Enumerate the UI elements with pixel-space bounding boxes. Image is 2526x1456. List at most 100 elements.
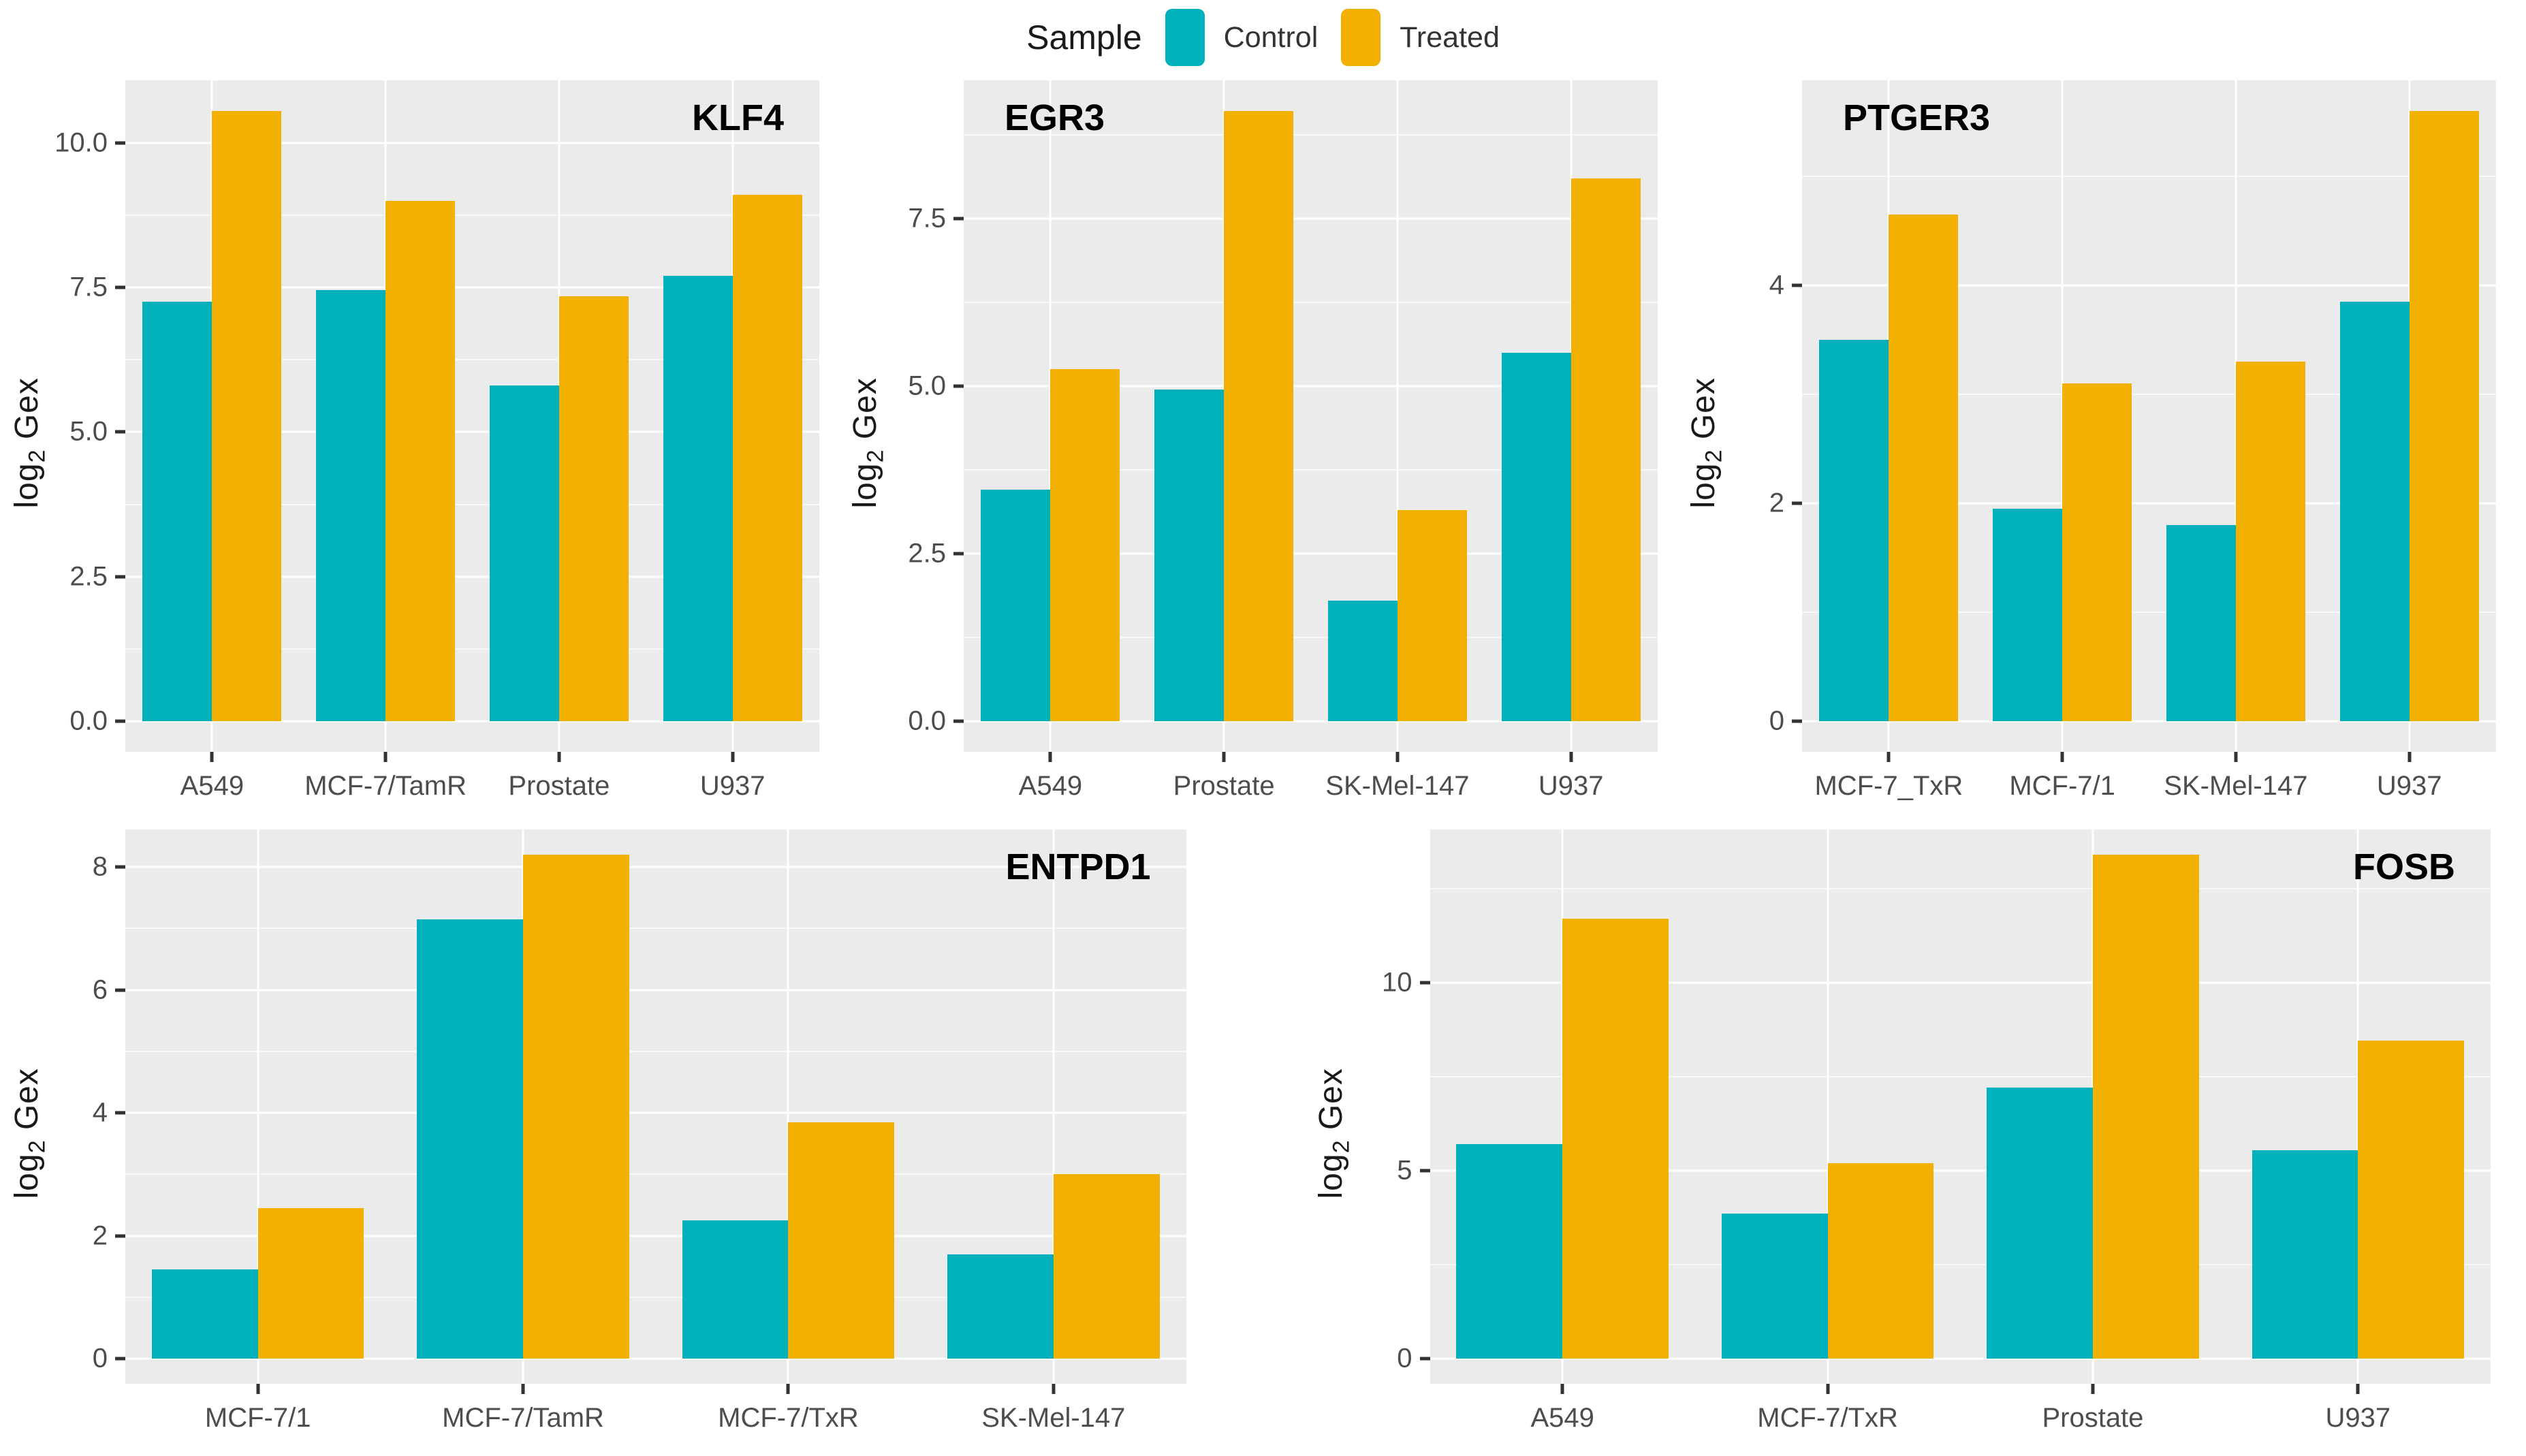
x-tick-label: A549 <box>1530 1403 1594 1433</box>
bar-control-MCF-7/TxR <box>682 1220 789 1359</box>
y-tick-mark <box>115 575 125 579</box>
x-tick-label: MCF-7/TamR <box>442 1403 604 1433</box>
bar-control-SK-Mel-147 <box>2166 525 2236 722</box>
charts-row-top: log2 Gex 0.0 2.5 5.0 7.5 10.0 KLF4 A549 MCF-7/Ta… <box>0 71 2526 805</box>
major-gridline <box>125 142 819 144</box>
vertical-gridline <box>787 829 789 1384</box>
major-gridline <box>125 430 819 433</box>
plot-panel: FOSB <box>1430 829 2491 1384</box>
major-gridline <box>964 385 1658 387</box>
bar-control-Prostate <box>1987 1088 2093 1359</box>
x-tick-mark <box>383 752 388 762</box>
bar-treated-A549 <box>1050 369 1120 721</box>
legend: Sample Control Treated <box>0 0 2526 71</box>
x-tick-mark <box>1886 752 1891 762</box>
plot-panel: ENTPD1 <box>125 829 1186 1384</box>
chart-main: 0 2 4 6 8 ENTPD1 MCF-7/1 MCF-7/TamR MCF-7/TxR SK-… <box>54 829 1186 1437</box>
bar-control-MCF-7/TxR <box>1721 1214 1828 1359</box>
y-tick-mark <box>115 719 125 723</box>
chart-main: 0 5 10 FOSB A549 MCF-7/TxR Prostate U937 <box>1359 829 2491 1437</box>
y-tick-label: 10.0 <box>54 127 108 158</box>
y-tick-mark <box>1419 1169 1430 1173</box>
x-tick-mark <box>1826 1384 1830 1394</box>
y-tick-label: 10 <box>1382 967 1412 998</box>
legend-label-control: Control <box>1223 20 1319 54</box>
y-axis-title-column: log2 Gex <box>842 80 893 805</box>
y-axis-title-column: log2 Gex <box>1681 80 1731 805</box>
y-tick-label: 2.5 <box>69 561 108 592</box>
major-gridline <box>964 552 1658 555</box>
major-gridline <box>1802 720 2496 723</box>
y-tick-mark <box>953 719 964 723</box>
y-tick-label: 5.0 <box>69 416 108 447</box>
vertical-gridline <box>1827 829 1829 1384</box>
plot-panel: PTGER3 <box>1802 80 2496 752</box>
x-tick-label: U937 <box>1538 771 1604 801</box>
y-tick-label: 0 <box>1397 1343 1412 1374</box>
x-tick-mark <box>731 752 735 762</box>
minor-gridline <box>964 636 1658 638</box>
major-gridline <box>125 1235 1186 1237</box>
bar-control-SK-Mel-147 <box>947 1254 1054 1359</box>
major-gridline <box>125 575 819 578</box>
bar-control-Prostate <box>489 385 559 721</box>
x-tick-label: U937 <box>699 771 765 801</box>
x-tick-label: Prostate <box>508 771 610 801</box>
minor-gridline <box>1802 175 2496 177</box>
x-tick-mark <box>1560 1384 1564 1394</box>
bar-control-U937 <box>663 276 733 721</box>
minor-gridline <box>125 503 819 505</box>
chart-main: 0 2 4 PTGER3 MCF-7_TxR MCF-7/1 SK-Mel-147 U937 <box>1731 80 2496 805</box>
y-axis-ticks: 0 5 10 <box>1359 829 1430 1384</box>
minor-gridline <box>125 214 819 216</box>
major-gridline <box>964 217 1658 220</box>
y-tick-label: 0 <box>1769 706 1784 736</box>
y-tick-label: 2 <box>92 1220 108 1251</box>
bar-treated-U937 <box>732 195 802 721</box>
x-tick-label: MCF-7_TxR <box>1814 771 1963 801</box>
minor-gridline <box>125 359 819 361</box>
y-tick-label: 5.0 <box>908 370 946 401</box>
x-tick-mark <box>1222 752 1226 762</box>
bar-treated-A549 <box>1562 918 1669 1359</box>
bar-control-A549 <box>142 302 212 721</box>
x-tick-label: U937 <box>2376 771 2442 801</box>
minor-gridline <box>1430 887 2491 889</box>
y-axis-ticks: 0.0 2.5 5.0 7.5 10.0 <box>54 80 125 752</box>
x-tick-mark <box>2407 752 2412 762</box>
y-tick-mark <box>1792 283 1802 287</box>
y-tick-mark <box>115 430 125 434</box>
y-tick-label: 5 <box>1397 1155 1412 1186</box>
major-gridline <box>1802 502 2496 505</box>
y-tick-mark <box>1419 981 1430 985</box>
minor-gridline <box>1802 612 2496 614</box>
y-tick-mark <box>1792 719 1802 723</box>
y-tick-mark <box>115 285 125 289</box>
bar-treated-MCF-7/1 <box>257 1207 364 1359</box>
bar-treated-SK-Mel-147 <box>2235 361 2305 722</box>
minor-gridline <box>1430 1263 2491 1265</box>
major-gridline <box>125 1111 1186 1114</box>
major-gridline <box>125 720 819 723</box>
major-gridline <box>1430 1357 2491 1360</box>
x-tick-label: MCF-7/TamR <box>304 771 467 801</box>
y-tick-mark <box>1419 1357 1430 1361</box>
bar-treated-A549 <box>212 111 282 721</box>
minor-gridline <box>125 928 1186 930</box>
x-tick-mark <box>521 1384 525 1394</box>
y-tick-label: 0.0 <box>908 706 946 736</box>
y-tick-mark <box>115 1357 125 1361</box>
bar-control-MCF-7/1 <box>1993 509 2063 722</box>
major-gridline <box>125 989 1186 992</box>
plot-panel: KLF4 <box>125 80 819 752</box>
bar-treated-Prostate <box>558 296 629 721</box>
y-tick-mark <box>953 552 964 556</box>
bar-control-Prostate <box>1154 389 1225 721</box>
bar-control-MCF-7/TamR <box>316 290 386 721</box>
x-tick-mark <box>256 1384 260 1394</box>
minor-gridline <box>125 1173 1186 1175</box>
x-axis-labels: A549 MCF-7/TamR Prostate U937 <box>54 767 819 805</box>
x-tick-label: Prostate <box>2042 1403 2144 1433</box>
y-axis-ticks: 0 2 4 6 8 <box>54 829 125 1384</box>
